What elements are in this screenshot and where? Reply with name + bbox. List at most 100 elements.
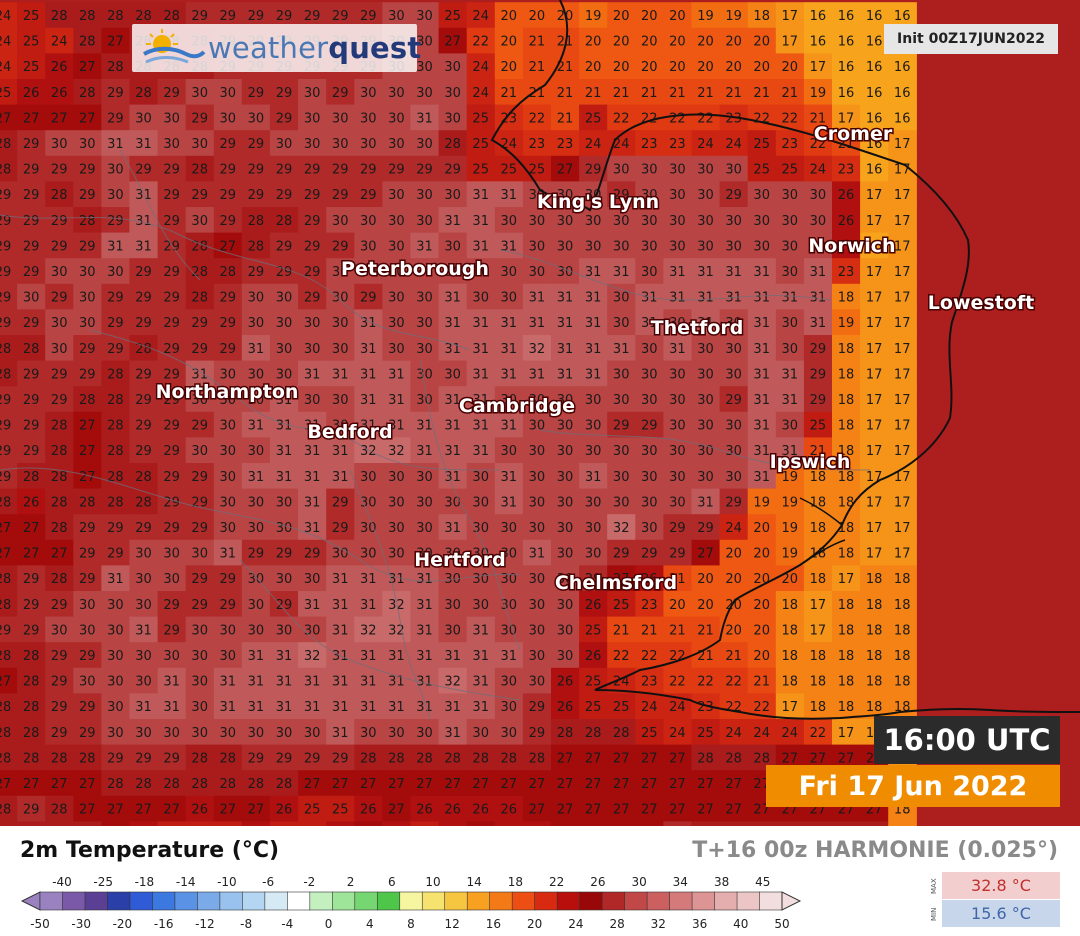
temperature-cell [663,104,693,131]
temperature-value: 31 [191,367,208,382]
temperature-cell [494,821,524,826]
temperature-cell [663,667,693,694]
temperature-cell [522,463,552,490]
temperature-cell [522,437,552,464]
temperature-cell [45,616,74,643]
temperature-value: 29 [51,700,68,715]
temperature-cell [579,770,608,797]
legend-tick-label: -50 [30,917,50,931]
temperature-value: 30 [220,444,237,459]
legend-swatch [264,891,288,911]
temperature-value: 29 [529,726,546,741]
temperature-value: 31 [472,367,489,382]
temperature-value: 30 [557,444,574,459]
temperature-value: 23 [838,265,855,280]
temperature-cell [888,539,917,566]
temperature-cell [494,463,524,490]
temperature-cell [522,770,552,797]
temperature-cell [747,104,777,131]
valid-date-label: Fri 17 Jun 2022 [766,765,1060,807]
temperature-value: 30 [697,188,714,203]
temperature-cell [410,360,440,387]
temperature-value: 16 [894,111,911,126]
temperature-cell [832,591,861,618]
temperature-cell [382,488,412,515]
temperature-cell [607,719,636,746]
temperature-cell [213,719,243,746]
temperature-cell [719,744,749,771]
temperature-value: 25 [697,726,714,741]
legend-tick-label: 45 [755,875,770,889]
temperature-cell [157,744,187,771]
temperature-cell [101,744,131,771]
temperature-cell [691,207,721,234]
temperature-value: 31 [472,623,489,638]
temperature-cell [438,616,468,643]
temperature-value: 26 [641,572,658,587]
temperature-cell [860,539,889,566]
temperature-value: 30 [529,495,546,510]
legend-swatch [84,891,109,911]
temperature-value: 30 [360,111,377,126]
temperature-value: 27 [79,470,96,485]
legend-swatch [534,891,558,911]
temperature-value: 30 [529,572,546,587]
legend-top-labels: -40 -25 -18 -14 -10 -6 -2 2 6 10 14 18 22 26 30 34 38 45 [52,875,770,889]
temperature-cell [719,642,749,669]
temperature-cell [45,283,74,310]
legend-swatch [309,891,333,911]
footer-panel: 2m Temperature (°C) T+16 00z HARMONIE (0… [0,826,1080,936]
temperature-cell [354,616,383,643]
temperature-cell [45,258,74,285]
temperature-value: 30 [444,623,461,638]
temperature-value: 29 [248,86,265,101]
temperature-cell [298,335,327,362]
temperature-value: 21 [557,60,574,75]
temperature-cell [0,283,18,310]
temperature-value: 31 [529,316,546,331]
temperature-value: 30 [220,623,237,638]
temperature-value: 18 [866,700,883,715]
temperature-value: 30 [191,86,208,101]
temperature-cell [747,360,777,387]
temperature-cell [269,744,299,771]
temperature-value: 30 [388,9,405,24]
temperature-value: 31 [388,675,405,690]
temperature-cell [888,283,917,310]
temperature-value: 29 [163,316,180,331]
temperature-value: 29 [107,214,124,229]
temperature-cell [494,335,524,362]
temperature-value: 30 [388,214,405,229]
temperature-value: 31 [332,649,349,664]
temperature-value: 25 [641,726,658,741]
temperature-cell [860,642,889,669]
temperature-cell [354,104,383,131]
temperature-value: 21 [725,649,742,664]
temperature-cell [888,514,917,541]
temperature-value: 31 [276,393,293,408]
temperature-cell [607,155,636,182]
temperature-value: 29 [135,444,152,459]
legend-swatch [691,891,716,911]
temperature-cell [73,693,102,720]
temperature-value: 18 [838,342,855,357]
temperature-value: 29 [51,214,68,229]
temperature-value: 27 [697,777,714,792]
temperature-cell [17,258,46,285]
temperature-value: 31 [585,265,602,280]
temperature-cell [522,335,552,362]
temperature-value: 31 [304,470,321,485]
temperature-value: 31 [753,393,770,408]
temperature-value: 29 [0,239,11,254]
temperature-cell [129,232,159,259]
temperature-value: 23 [641,675,658,690]
temperature-value: 18 [894,675,911,690]
temperature-value: 30 [107,265,124,280]
legend-tick-label: 30 [631,875,646,889]
temperature-cell [157,411,187,438]
temperature-value: 20 [641,60,658,75]
temperature-cell [326,514,355,541]
temperature-cell [832,616,861,643]
temperature-value: 31 [444,419,461,434]
temperature-value: 31 [613,342,630,357]
